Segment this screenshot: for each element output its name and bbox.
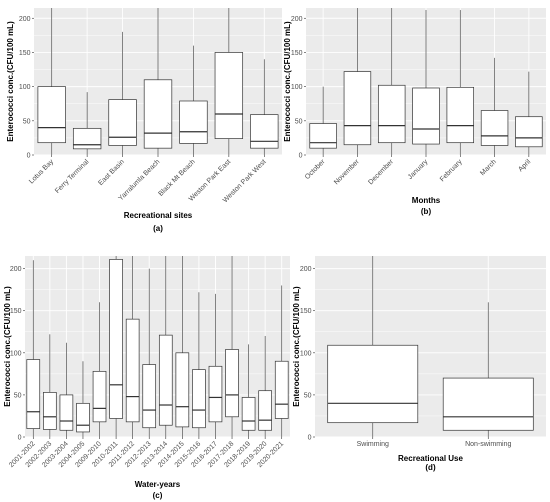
y-axis-title: Enterococci conc.(CFU/100 mL) <box>3 286 12 407</box>
x-tick-label: January <box>407 158 430 181</box>
panel-label: (d) <box>425 463 436 472</box>
y-tick-label: 200 <box>19 16 31 23</box>
box-iqr <box>142 364 157 429</box>
panel-c-water-years: 0501001502002001-20022002-20032003-20042… <box>3 256 290 500</box>
x-tick-label: March <box>479 158 498 177</box>
x-axis-title: Months <box>412 196 441 205</box>
y-tick-label: 200 <box>300 266 312 273</box>
x-tick-label: November <box>333 158 361 186</box>
box-iqr <box>37 86 66 144</box>
box-iqr <box>250 114 279 149</box>
panel-d-recreational-use: 0 50 100 150 200 Swimming Non-swimmingRecreati… <box>292 256 546 472</box>
box-iqr <box>309 123 337 149</box>
x-tick-label: December <box>367 158 395 186</box>
y-tick-label: 100 <box>291 84 303 91</box>
x-tick-label: April <box>517 158 532 173</box>
box-iqr <box>515 116 543 148</box>
box-iqr <box>214 52 244 139</box>
box-iqr <box>108 99 137 146</box>
x-axis-title: Recreational sites <box>124 211 193 220</box>
x-tick-label: February <box>439 158 464 183</box>
y-tick-label: 50 <box>23 118 31 125</box>
box-iqr <box>175 352 190 428</box>
y-tick-label: 0 <box>18 435 22 442</box>
x-tick-label: East Basin <box>97 158 126 187</box>
box-iqr <box>343 71 372 146</box>
panel-b-months: 0 50 100 150 200 October November December Janua… <box>283 8 546 216</box>
box-iqr <box>446 86 475 144</box>
box-iqr <box>59 394 74 431</box>
y-tick-label: 150 <box>300 308 312 315</box>
panel-label: (b) <box>421 207 432 216</box>
y-tick-label: 0 <box>27 153 31 160</box>
box-iqr <box>327 344 419 424</box>
y-tick-label: 100 <box>300 350 312 357</box>
box-iqr <box>72 127 102 150</box>
box-iqr <box>26 359 41 429</box>
box-iqr <box>208 365 223 423</box>
box-iqr <box>158 334 173 426</box>
y-tick-label: 50 <box>304 392 312 399</box>
box-iqr <box>442 377 534 431</box>
x-tick-label: Lotus Bay <box>28 158 55 185</box>
y-axis-title: Enterococci conc.(CFU/100 mL) <box>292 286 301 407</box>
y-tick-label: 100 <box>10 350 22 357</box>
y-tick-label: 150 <box>10 308 22 315</box>
box-iqr <box>377 84 406 144</box>
x-tick-label: October <box>304 158 327 181</box>
x-tick-label: Black Mt Beach <box>157 158 196 197</box>
y-tick-label: 150 <box>291 50 303 57</box>
box-iqr <box>92 370 107 423</box>
x-axis-title: Water-years <box>135 480 181 489</box>
x-tick-label: Swimming <box>357 441 389 448</box>
y-tick-label: 50 <box>14 392 22 399</box>
box-iqr <box>109 259 123 419</box>
box-iqr <box>241 397 256 431</box>
y-tick-label: 200 <box>10 266 22 273</box>
box-iqr <box>125 318 140 423</box>
y-axis-title: Enterococci conc.(CFU/100 mL) <box>283 21 292 142</box>
y-tick-label: 0 <box>299 153 303 160</box>
y-tick-label: 150 <box>19 50 31 57</box>
box-iqr <box>179 100 208 144</box>
box-iqr <box>225 349 239 418</box>
y-tick-label: 200 <box>291 16 303 23</box>
y-tick-label: 50 <box>295 118 303 125</box>
y-axis-title: Enterococci conc.(CFU/100 mL) <box>6 21 15 142</box>
panel-label: (c) <box>153 491 163 500</box>
box-iqr <box>76 402 90 433</box>
y-tick-label: 100 <box>19 84 31 91</box>
box-iqr <box>192 369 206 429</box>
box-iqr <box>412 87 440 145</box>
x-tick-label: Non-swimming <box>465 441 511 448</box>
y-tick-label: 0 <box>308 435 312 442</box>
x-tick-label: Ferry Terminal <box>54 158 91 195</box>
x-axis-title: Recreational Use <box>398 454 463 463</box>
box-iqr <box>43 392 57 430</box>
box-iqr <box>258 390 272 431</box>
panel-label: (a) <box>153 224 163 233</box>
box-iqr <box>274 360 289 419</box>
box-iqr <box>480 110 509 146</box>
box-iqr <box>143 79 173 149</box>
